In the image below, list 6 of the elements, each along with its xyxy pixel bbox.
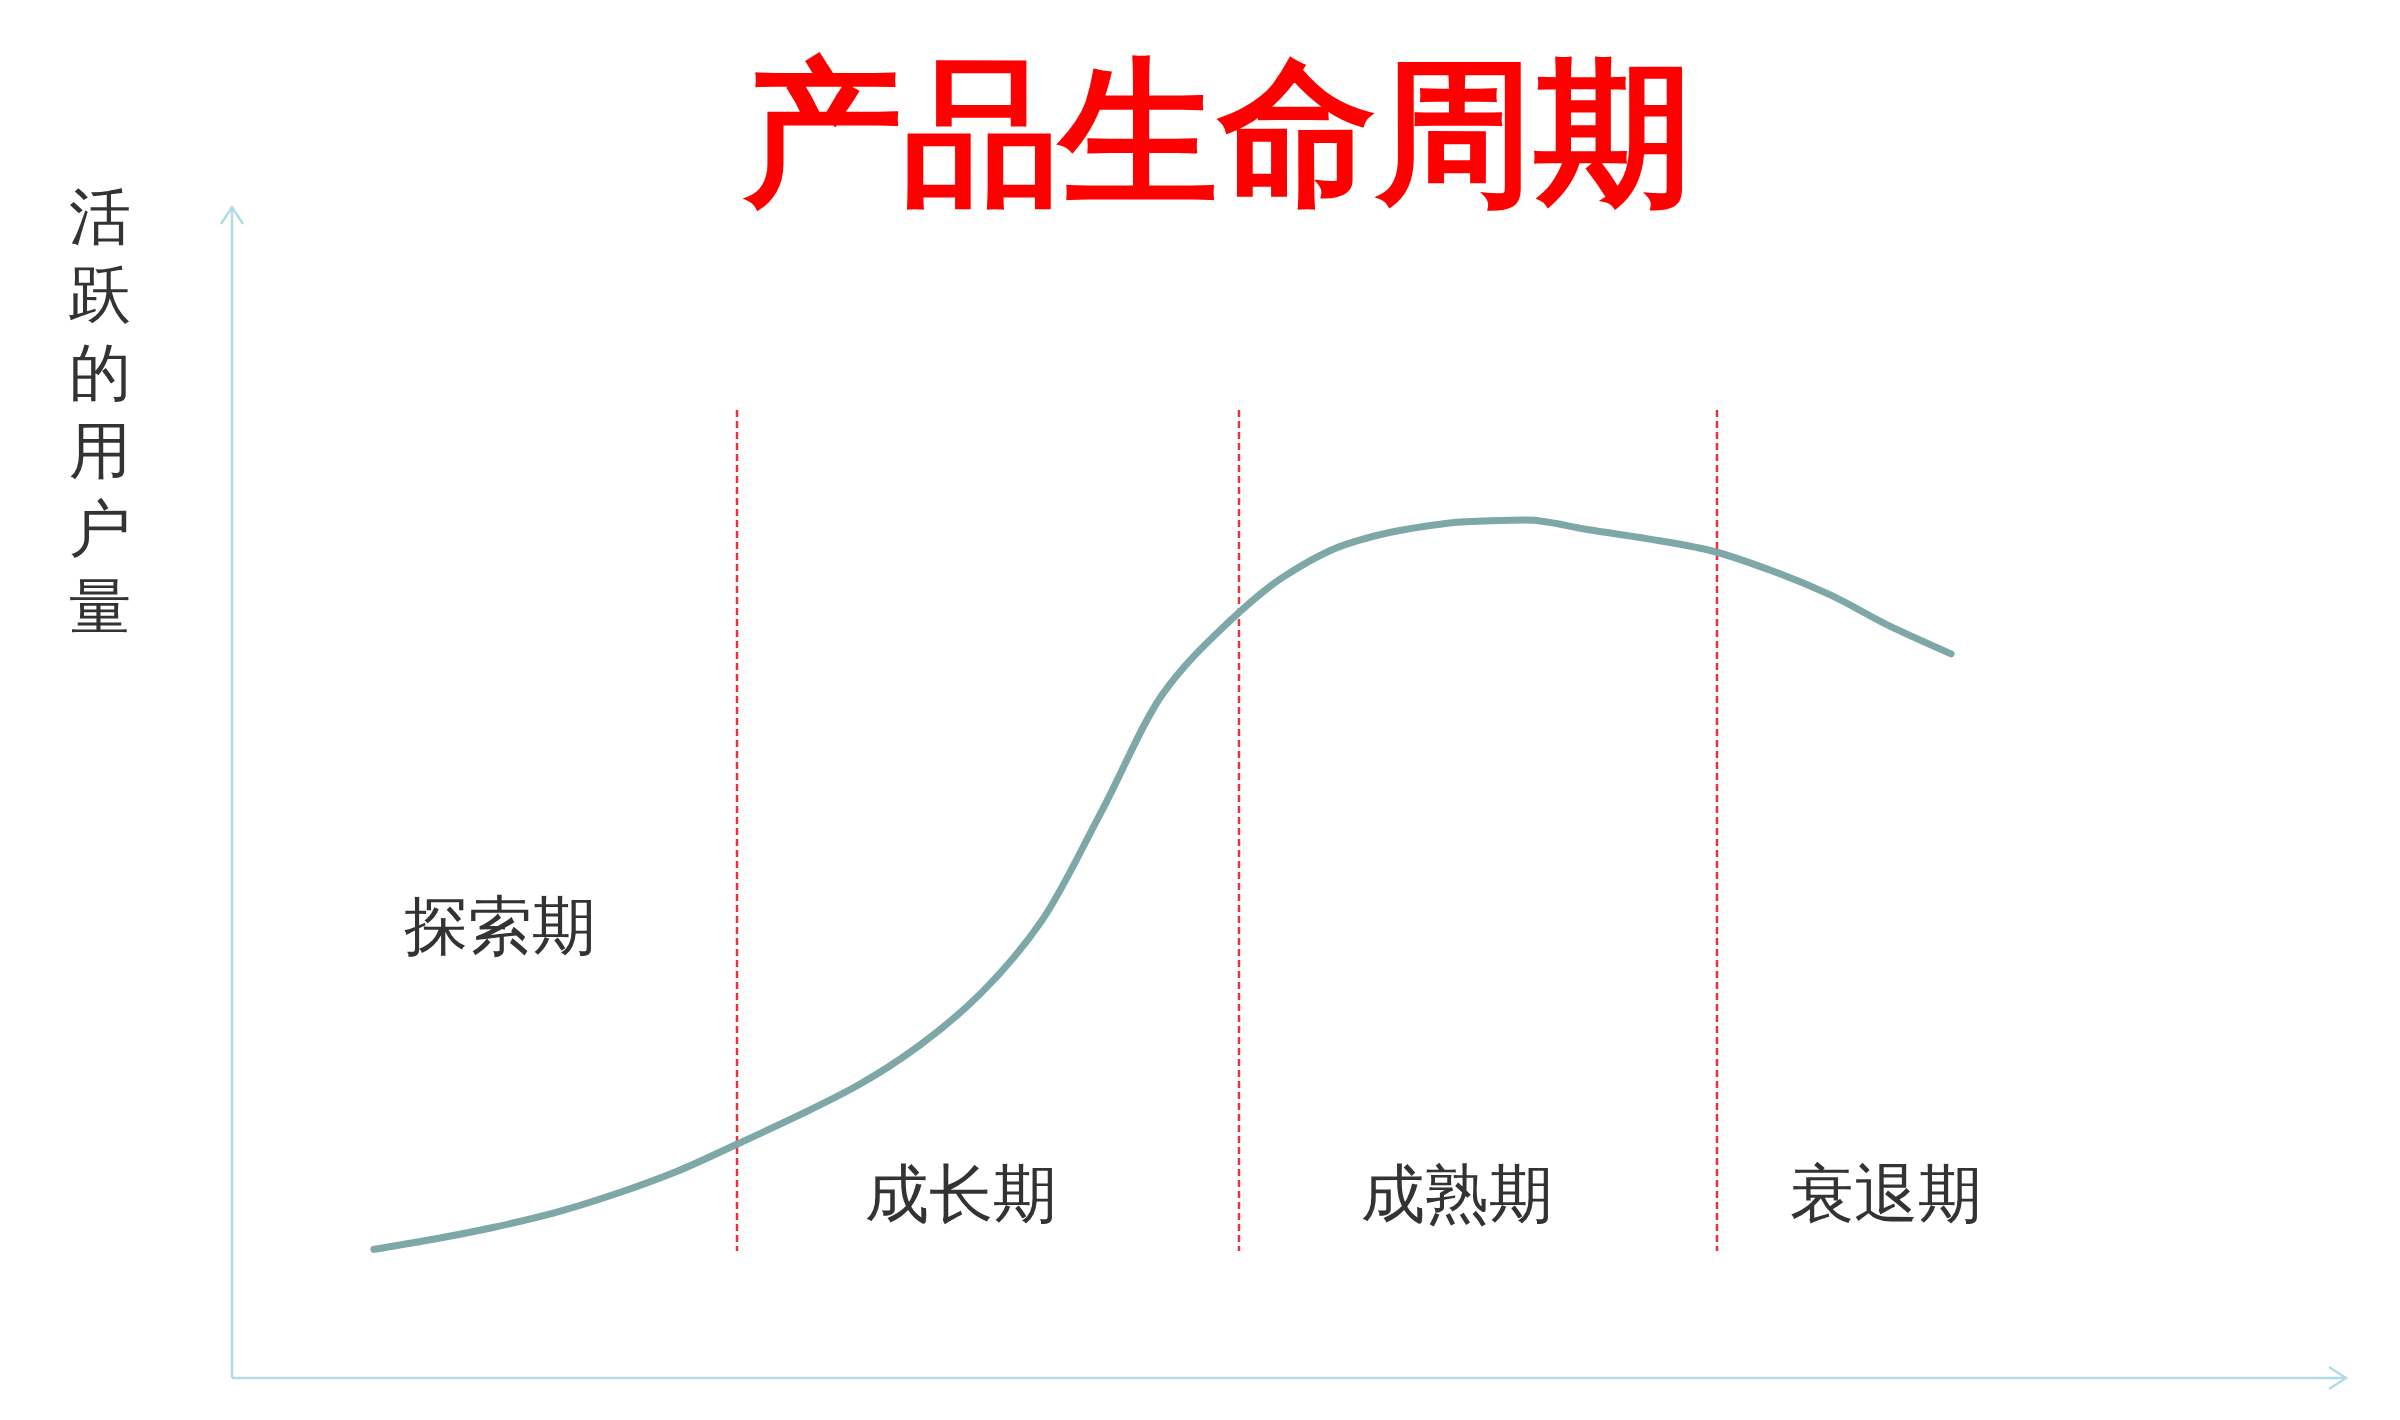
annotation: 成熟期: [1361, 1157, 1553, 1231]
annotation: 成长期: [865, 1157, 1057, 1231]
annotation: 衰退期: [1790, 1157, 1982, 1231]
annotation: 探索期: [404, 889, 596, 963]
chart-title: 产品生命周期: [742, 41, 1692, 225]
y-axis-title: 活跃的用户量: [69, 180, 131, 643]
